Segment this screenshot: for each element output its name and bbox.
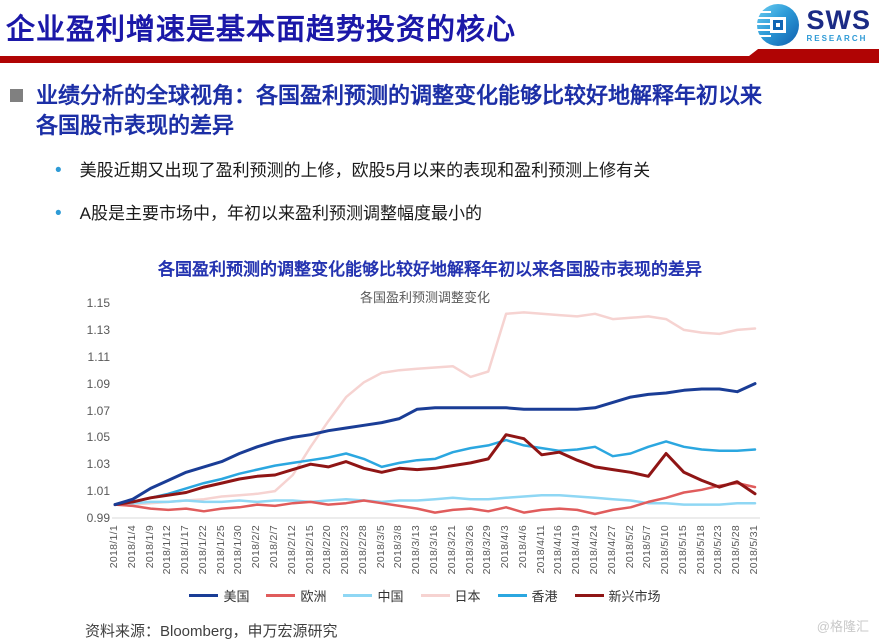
legend-swatch-icon [420,594,450,597]
x-tick-label: 2018/2/23 [339,525,352,575]
legend-item: 日本 [420,586,481,605]
legend-label: 中国 [377,589,404,604]
line-series-新兴市场 [113,433,757,507]
x-tick-label: 2018/3/29 [481,525,494,575]
header-divider-accent [740,49,879,63]
x-tick-label: 2018/1/22 [196,525,209,575]
bullet-text: A股是主要市场中，年初以来盈利预测调整幅度最小的 [79,203,482,223]
legend-item: 中国 [343,586,404,605]
bullet-dot-icon: • [55,160,62,181]
legend-label: 新兴市场 [608,589,661,604]
y-tick-label: 1.01 [86,484,110,499]
legend-label: 美国 [223,589,250,604]
chart-heading: 各国盈利预测的调整变化能够比较好地解释年初以来各国股市表现的差异 [158,260,702,279]
y-tick-label: 1.09 [86,376,110,391]
legend-swatch-icon [189,594,219,597]
header-divider [0,56,879,63]
line-series-欧洲 [113,481,757,516]
line-series-美国 [113,382,757,507]
x-tick-label: 2018/1/12 [161,525,174,575]
x-tick-label: 2018/4/3 [499,525,512,569]
x-tick-label: 2018/1/4 [125,525,138,569]
bullet-text: 美股近期又出现了盈利预测的上修，欧股5月以来的表现和盈利预测上修有关 [79,161,651,180]
x-tick-label: 2018/1/9 [143,525,156,569]
legend-swatch-icon [343,594,373,597]
x-tick-label: 2018/4/27 [605,525,618,575]
x-tick-label: 2018/2/20 [321,525,334,575]
x-tick-label: 2018/4/11 [534,525,547,574]
x-tick-label: 2018/4/19 [570,525,583,575]
legend-swatch-icon [574,594,604,597]
bullet-list: • 美股近期又出现了盈利预测的上修，欧股5月以来的表现和盈利预测上修有关 • A… [55,160,835,246]
list-item: • A股是主要市场中，年初以来盈利预测调整幅度最小的 [55,203,835,226]
watermark: @格隆汇 [816,619,869,634]
x-tick-label: 2018/4/6 [516,525,529,569]
x-tick-label: 2018/2/7 [268,525,280,569]
legend-label: 香港 [531,589,558,604]
x-tick-label: 2018/2/12 [285,525,298,575]
y-tick-label: 1.13 [86,322,110,337]
x-tick-label: 2018/3/8 [392,525,405,569]
y-tick-label: 1.05 [86,430,110,445]
x-tick-label: 2018/1/25 [214,525,227,575]
x-tick-label: 2018/5/2 [623,525,636,569]
legend-item: 欧洲 [266,586,326,605]
x-tick-label: 2018/3/21 [445,525,458,575]
chart: 各国盈利预测调整变化 1.15 1.13 1.11 1.09 1.07 1.05 1.03 1… [80,290,770,610]
x-tick-label: 2018/5/31 [748,525,760,575]
legend-swatch-icon [497,594,527,597]
x-tick-label: 2018/5/18 [694,525,707,575]
y-tick-label: 1.07 [86,403,110,418]
section-heading: 业绩分析的全球视角：各国盈利预测的调整变化能够比较好地解释年初以来各国股市表现的… [36,83,763,138]
legend-swatch-icon [266,594,296,597]
x-tick-label: 2018/1/17 [179,525,192,575]
x-tick-label: 2018/4/24 [588,525,600,575]
x-tick-label: 2018/3/26 [463,525,476,575]
x-tick-label: 2018/3/13 [410,525,423,575]
logo-text: SWS [806,5,871,35]
legend-label: 日本 [454,589,481,604]
line-series-香港 [113,438,757,506]
list-item: • 美股近期又出现了盈利预测的上修，欧股5月以来的表现和盈利预测上修有关 [55,160,835,183]
x-tick-label: 2018/5/15 [676,525,689,575]
chart-legend: 美国 欧洲 中国 日本 香港 新兴市场 [80,586,770,605]
logo-square-icon [770,17,787,33]
x-tick-label: 2018/5/28 [730,525,743,575]
x-tick-label: 2018/3/5 [374,525,387,569]
x-tick-label: 2018/2/15 [303,525,316,575]
logo-stripes-icon [756,11,772,39]
x-tick-label: 2018/2/2 [250,525,263,569]
legend-item: 新兴市场 [574,586,661,605]
y-tick-label: 1.15 [86,296,110,310]
logo-globe-icon [756,4,800,46]
legend-item: 美国 [189,586,249,605]
x-tick-label: 2018/2/28 [356,525,369,575]
x-tick-label: 2018/5/7 [641,525,654,569]
x-tick-label: 2018/5/10 [659,525,672,575]
y-tick-label: 1.03 [86,457,110,472]
square-bullet-icon [10,89,23,102]
sws-logo: SWS RESEARCH [756,4,871,46]
x-tick-label: 2018/3/16 [428,525,440,575]
page-title: 企业盈利增速是基本面趋势投资的核心 [6,14,517,46]
line-series-日本 [113,311,757,506]
bullet-dot-icon: • [55,202,62,224]
chart-canvas [112,311,760,519]
x-tick-label: 2018/1/1 [108,525,120,569]
x-tick-label: 2018/4/16 [552,525,565,575]
y-tick-label: 0.99 [86,511,110,525]
footer-source: 资料来源：Bloomberg，申万宏源研究 [85,623,338,640]
y-tick-label: 1.11 [87,349,110,364]
legend-item: 香港 [497,586,558,605]
logo-subtext: RESEARCH [806,34,868,43]
chart-title: 各国盈利预测调整变化 [359,290,490,305]
x-tick-label: 2018/1/30 [232,525,245,575]
legend-label: 欧洲 [300,589,327,604]
x-tick-label: 2018/5/23 [712,525,725,575]
